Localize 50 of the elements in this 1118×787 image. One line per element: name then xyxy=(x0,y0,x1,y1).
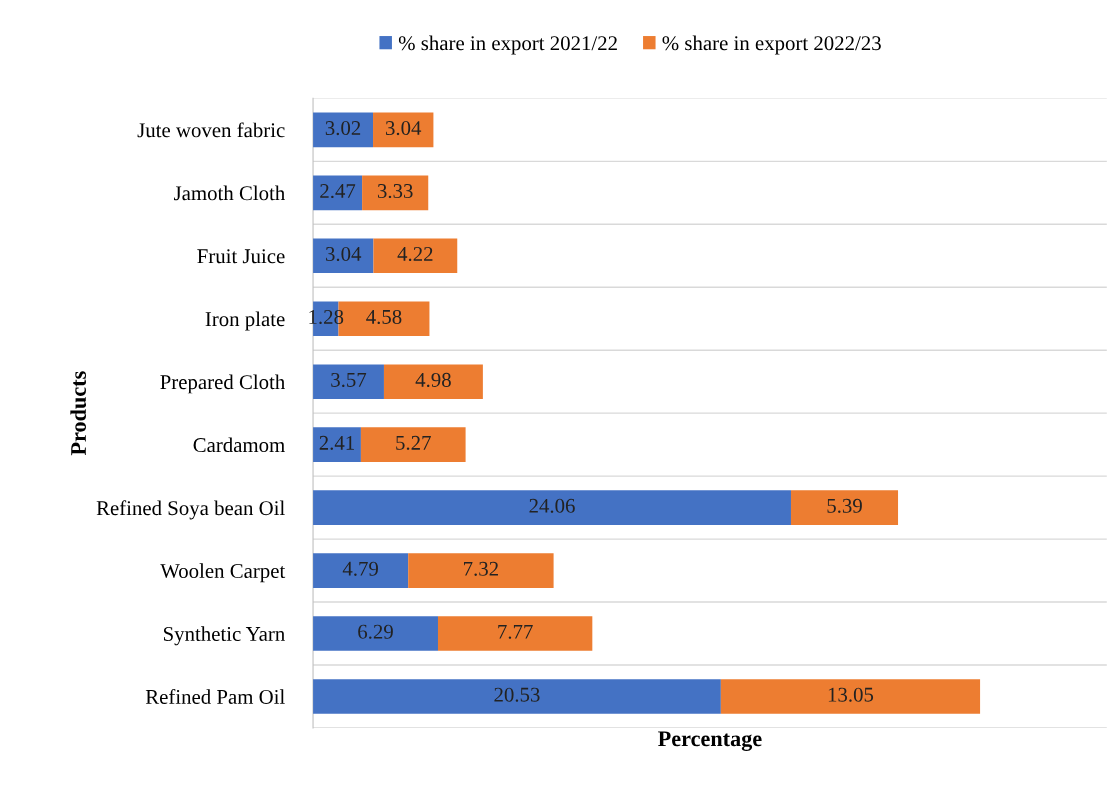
x-axis-title: Percentage xyxy=(658,731,762,751)
y-tick-label: Refined Pam Oil xyxy=(145,689,285,704)
data-label: 4.98 xyxy=(415,372,451,387)
y-tick-label: Jute woven fabric xyxy=(137,122,285,138)
bar xyxy=(313,238,374,274)
bar xyxy=(360,427,466,462)
data-label: 20.53 xyxy=(494,687,540,702)
y-tick-label: Prepared Cloth xyxy=(160,374,285,394)
data-label: 7.32 xyxy=(464,561,498,576)
y-tick-label: Refined Soya bean Oil xyxy=(96,500,285,520)
legend-label: % share in export 2021/22 xyxy=(398,35,617,55)
bar xyxy=(437,616,593,651)
bar xyxy=(313,364,384,400)
bar xyxy=(790,490,899,525)
data-label: 6.29 xyxy=(358,624,393,639)
data-label: 2.41 xyxy=(319,435,354,450)
y-tick-label: Jamoth Cloth xyxy=(174,185,285,201)
data-label: 3.02 xyxy=(325,121,361,136)
bar xyxy=(313,553,409,588)
data-label: 13.05 xyxy=(828,687,874,702)
bar xyxy=(313,616,438,651)
y-tick-label: Synthetic Yarn xyxy=(163,626,285,646)
data-label: 5.27 xyxy=(396,435,431,450)
y-tick-label: Woolen Carpet xyxy=(160,563,286,583)
y-tick-label: Fruit Juice xyxy=(197,249,285,264)
data-label: 3.57 xyxy=(331,372,367,387)
bar xyxy=(720,679,981,714)
bar xyxy=(313,112,374,148)
bar xyxy=(383,364,483,400)
bar xyxy=(313,679,721,714)
y-tick-label: Cardamom xyxy=(193,437,285,453)
data-label: 4.79 xyxy=(342,561,378,576)
bar xyxy=(362,175,429,211)
bar xyxy=(313,490,791,525)
bar xyxy=(313,427,361,462)
data-label: 5.39 xyxy=(827,498,862,513)
data-label: 24.06 xyxy=(529,498,575,513)
data-label: 4.22 xyxy=(397,246,433,262)
data-label: 2.47 xyxy=(320,184,356,199)
y-tick-label: Iron plate xyxy=(205,311,285,331)
bar xyxy=(373,112,434,148)
data-label: 3.04 xyxy=(385,121,422,136)
data-label: 4.58 xyxy=(366,309,402,325)
bar xyxy=(373,238,458,274)
y-axis-title: Products xyxy=(70,371,87,456)
legend-label: % share in export 2022/23 xyxy=(662,35,881,55)
bar xyxy=(408,553,554,588)
data-label: 3.04 xyxy=(326,246,362,262)
data-label: 3.33 xyxy=(377,184,413,199)
data-label: 7.77 xyxy=(498,624,533,639)
